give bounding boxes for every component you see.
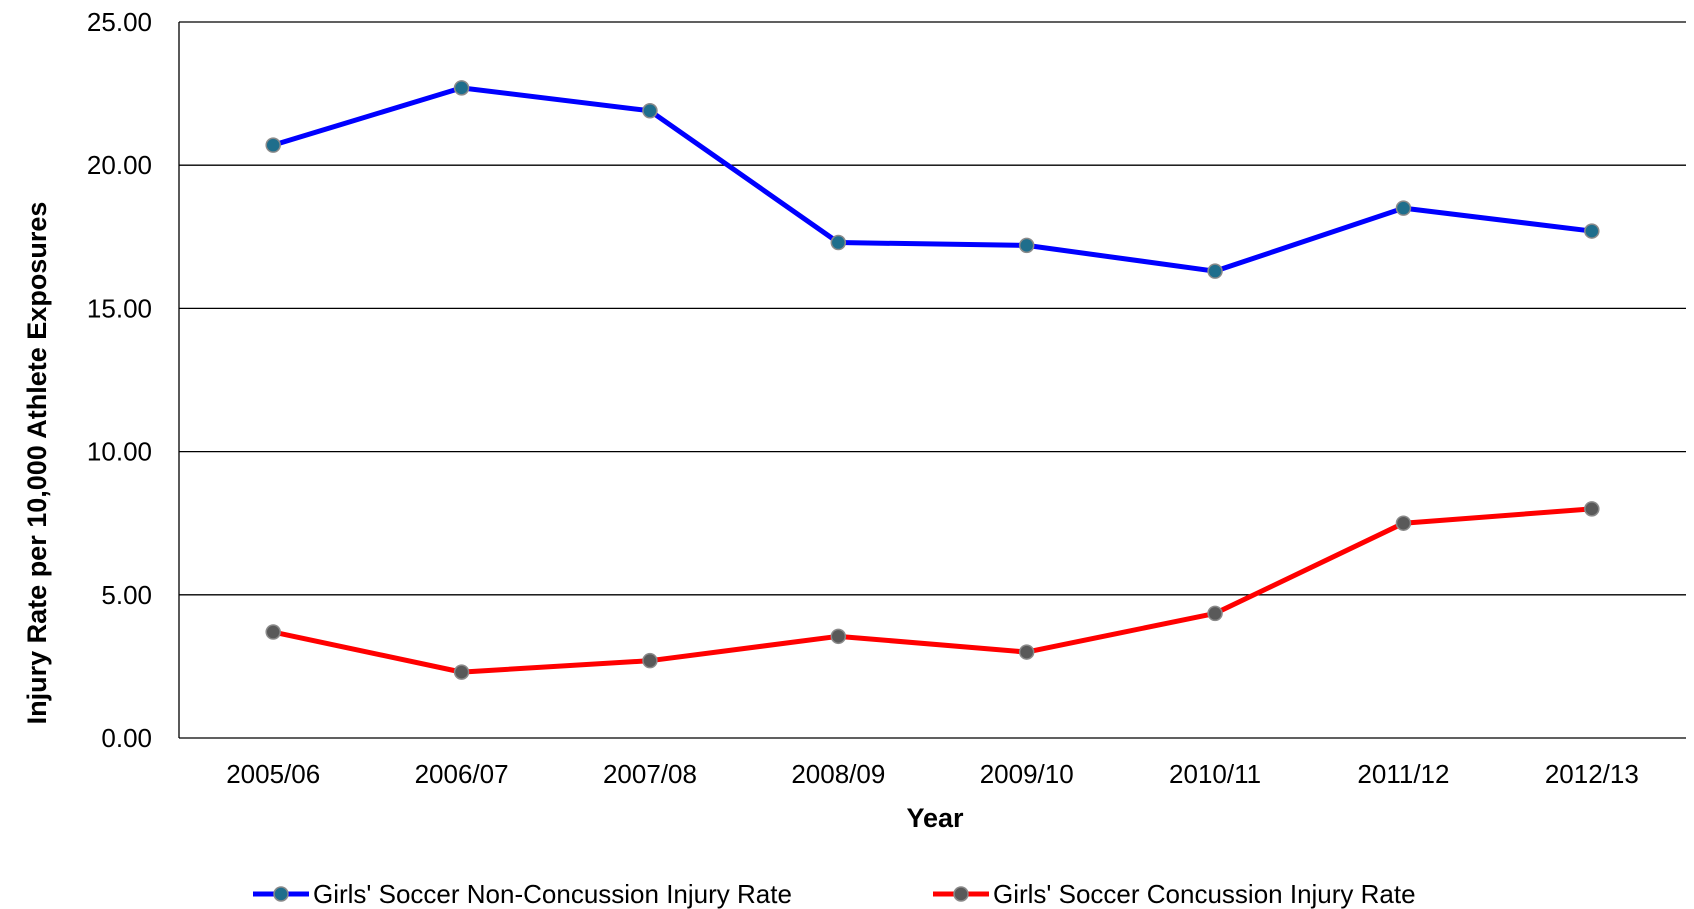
data-point bbox=[1584, 501, 1600, 517]
x-tick-label: 2011/12 bbox=[1357, 759, 1449, 789]
y-tick-label: 25.00 bbox=[87, 7, 152, 37]
series-2 bbox=[265, 501, 1600, 680]
y-tick-label: 15.00 bbox=[87, 293, 152, 323]
legend: Girls' Soccer Non-Concussion Injury Rate… bbox=[253, 879, 1416, 909]
data-point bbox=[830, 234, 847, 251]
data-point bbox=[453, 80, 470, 96]
data-point bbox=[1207, 605, 1223, 622]
data-point bbox=[265, 137, 281, 153]
legend-swatch-marker bbox=[273, 886, 289, 902]
series-line bbox=[272, 85, 1593, 274]
x-tick-labels: 2005/06 2006/07 2007/08 2008/09 2009/10 2010/… bbox=[226, 759, 1639, 789]
data-point bbox=[1207, 263, 1223, 279]
y-tick-label: 0.00 bbox=[101, 723, 152, 753]
legend-swatch-marker bbox=[953, 886, 969, 902]
series-line bbox=[272, 506, 1593, 675]
y-tick-label: 20.00 bbox=[87, 150, 152, 180]
legend-item: Girls' Soccer Concussion Injury Rate bbox=[933, 879, 1416, 909]
x-tick-label: 2008/09 bbox=[791, 759, 885, 789]
data-point bbox=[642, 103, 658, 119]
data-series bbox=[265, 80, 1600, 680]
y-tick-label: 5.00 bbox=[101, 580, 152, 610]
data-point bbox=[1018, 644, 1035, 660]
x-tick-label: 2009/10 bbox=[980, 759, 1074, 789]
y-tick-labels: 0.00 5.00 10.00 15.00 20.00 25.00 bbox=[87, 7, 152, 753]
data-point bbox=[830, 628, 847, 645]
gridlines bbox=[178, 21, 1686, 739]
data-point bbox=[265, 624, 281, 640]
x-tick-label: 2006/07 bbox=[415, 759, 509, 789]
data-point bbox=[1395, 515, 1412, 531]
series-1 bbox=[265, 80, 1600, 279]
data-point bbox=[1018, 237, 1035, 254]
legend-item: Girls' Soccer Non-Concussion Injury Rate bbox=[253, 879, 792, 909]
legend-label: Girls' Soccer Non-Concussion Injury Rate bbox=[313, 879, 792, 909]
data-point bbox=[1584, 223, 1600, 239]
x-tick-label: 2010/11 bbox=[1169, 759, 1261, 789]
data-point bbox=[1395, 200, 1412, 216]
x-tick-label: 2005/06 bbox=[226, 759, 320, 789]
x-axis-title: Year bbox=[906, 803, 964, 833]
x-tick-label: 2012/13 bbox=[1545, 759, 1639, 789]
legend-label: Girls' Soccer Concussion Injury Rate bbox=[993, 879, 1416, 909]
y-axis-title: Injury Rate per 10,000 Athlete Exposures bbox=[22, 202, 52, 725]
data-point bbox=[642, 652, 658, 669]
data-point bbox=[453, 664, 470, 680]
y-tick-label: 10.00 bbox=[87, 437, 152, 467]
x-tick-label: 2007/08 bbox=[603, 759, 697, 789]
